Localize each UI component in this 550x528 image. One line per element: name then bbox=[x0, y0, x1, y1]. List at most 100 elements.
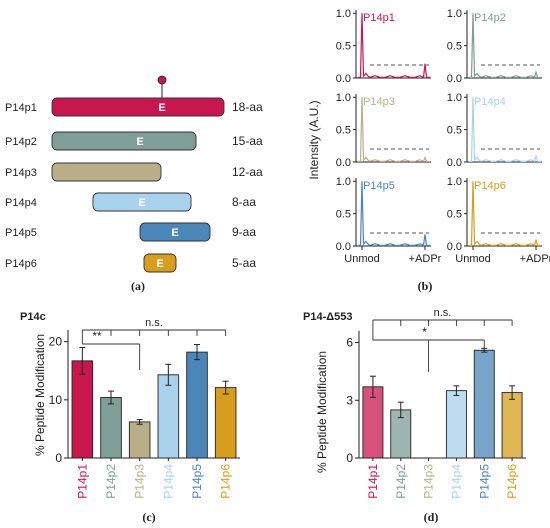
bar-P14p4 bbox=[157, 374, 180, 459]
panel-d-ylabel: % Peptide Modification bbox=[315, 351, 329, 473]
construct-site-label: E bbox=[138, 197, 145, 209]
bar-P14p5 bbox=[473, 349, 495, 459]
category-label-P14p4: P14p4 bbox=[161, 464, 175, 499]
y-tick-label: 6 bbox=[346, 336, 353, 350]
panel-a: P14p1 E 18-aa P14p2 E 15-aa P14p3 12-aa P14p4 E 8-… bbox=[5, 75, 263, 293]
construct-name-P14p4: P14p4 bbox=[5, 197, 37, 209]
trace-P14p2 bbox=[469, 13, 541, 79]
panel-b-ylabel: Intensity (A.U.) bbox=[307, 100, 321, 179]
panel-c-ylabel: % Peptide Modification bbox=[33, 334, 47, 456]
y-tick-label: 0.5 bbox=[447, 209, 462, 221]
y-tick-label: 0.0 bbox=[336, 241, 351, 253]
construct-length-P14p3: 12-aa bbox=[232, 165, 263, 179]
series-label-P14p6: P14p6 bbox=[474, 180, 506, 192]
trace-P14p6 bbox=[469, 181, 541, 247]
construct-name-P14p1: P14p1 bbox=[5, 102, 37, 114]
panel-c-title: P14c bbox=[20, 311, 46, 323]
ns-label: n.s. bbox=[145, 317, 163, 329]
y-tick-label: 0.0 bbox=[447, 241, 462, 253]
bar-P14p3 bbox=[128, 421, 151, 459]
panel-b-label: (b) bbox=[418, 279, 433, 293]
panel-d-title: P14-Δ553 bbox=[303, 311, 353, 323]
y-tick-label: 1.0 bbox=[447, 8, 462, 20]
y-tick-label: 0.5 bbox=[336, 209, 351, 221]
chromatogram-P14p5: 0.0 0.5 1.0 P14p5 bbox=[336, 176, 431, 253]
construct-name-P14p2: P14p2 bbox=[5, 136, 37, 148]
series-label-P14p2: P14p2 bbox=[474, 12, 506, 24]
panel-d-label: (d) bbox=[424, 510, 439, 524]
y-tick-label: 1.0 bbox=[336, 176, 351, 188]
construct-site-label: E bbox=[136, 136, 143, 148]
series-label-P14p5: P14p5 bbox=[363, 180, 395, 192]
category-label-P14p1: P14p1 bbox=[366, 464, 380, 499]
bar-P14p6 bbox=[214, 387, 237, 459]
series-label-P14p1: P14p1 bbox=[363, 12, 395, 24]
panel-a-label: (a) bbox=[131, 279, 145, 293]
y-tick-label: 0.0 bbox=[336, 157, 351, 169]
chromatogram-P14p1: 0.0 0.5 1.0 P14p1 bbox=[336, 8, 431, 85]
construct-bar-P14p5 bbox=[139, 222, 211, 242]
bar-P14p1 bbox=[71, 360, 94, 459]
category-label-P14p2: P14p2 bbox=[394, 464, 408, 499]
panel-b: Intensity (A.U.) 0.0 0.5 1.0 P14p1 0.0 0.5 1.0… bbox=[307, 8, 550, 293]
sig-stars: * bbox=[422, 325, 427, 339]
chromatogram-P14p4: 0.0 0.5 1.0 P14p4 bbox=[447, 92, 542, 169]
construct-bar-P14p6 bbox=[143, 253, 177, 273]
category-label-P14p3: P14p3 bbox=[133, 464, 147, 499]
bar-P14p4 bbox=[445, 390, 467, 459]
panel-c-label: (c) bbox=[142, 510, 155, 524]
construct-name-P14p6: P14p6 bbox=[5, 258, 37, 270]
construct-bar-P14p4 bbox=[92, 192, 192, 212]
construct-bar-P14p3 bbox=[51, 162, 162, 182]
trace-P14p3 bbox=[358, 97, 430, 163]
x-tick-label-unmod: Unmod bbox=[344, 253, 379, 265]
bar-P14p2 bbox=[100, 397, 122, 459]
trace-P14p5 bbox=[358, 181, 430, 247]
construct-length-P14p4: 8-aa bbox=[232, 195, 256, 209]
y-tick-label: 1.0 bbox=[447, 176, 462, 188]
y-tick-label: 1.0 bbox=[336, 92, 351, 104]
construct-length-P14p1: 18-aa bbox=[232, 100, 263, 114]
y-tick-label: 0.5 bbox=[336, 41, 351, 53]
y-tick-label: 0.0 bbox=[447, 73, 462, 85]
series-label-P14p4: P14p4 bbox=[474, 96, 506, 108]
y-tick-label: 1.0 bbox=[447, 92, 462, 104]
category-label-P14p3: P14p3 bbox=[422, 464, 436, 499]
y-tick-label: 0.0 bbox=[447, 157, 462, 169]
category-label-P14p4: P14p4 bbox=[449, 464, 463, 499]
construct-site-label: E bbox=[156, 258, 163, 270]
y-tick-label: 0.5 bbox=[447, 125, 462, 137]
y-tick-label: 0.0 bbox=[336, 73, 351, 85]
chromatogram-P14p3: 0.0 0.5 1.0 P14p3 bbox=[336, 92, 431, 169]
category-label-P14p2: P14p2 bbox=[104, 464, 118, 499]
construct-site-label: E bbox=[171, 227, 178, 239]
x-tick-label-adpr: +ADPr bbox=[520, 253, 550, 265]
modification-site-marker bbox=[157, 75, 167, 85]
bar-P14p5 bbox=[186, 351, 208, 459]
construct-site-label: E bbox=[158, 102, 165, 114]
construct-bar-P14p2 bbox=[51, 131, 197, 151]
x-tick-label-adpr: +ADPr bbox=[409, 253, 442, 265]
category-label-P14p1: P14p1 bbox=[75, 464, 89, 499]
construct-name-P14p5: P14p5 bbox=[5, 227, 37, 239]
construct-bar-P14p1 bbox=[51, 97, 225, 117]
chromatogram-P14p6: 0.0 0.5 1.0 P14p6 bbox=[447, 176, 542, 253]
trace-P14p4 bbox=[469, 97, 541, 163]
y-tick-label: 0 bbox=[55, 451, 62, 465]
construct-name-P14p3: P14p3 bbox=[5, 167, 37, 179]
construct-length-P14p6: 5-aa bbox=[232, 256, 256, 270]
y-tick-label: 0 bbox=[346, 451, 353, 465]
y-tick-label: 0.5 bbox=[447, 41, 462, 53]
y-tick-label: 20 bbox=[49, 335, 63, 349]
series-label-P14p3: P14p3 bbox=[363, 96, 395, 108]
x-tick-label-unmod: Unmod bbox=[455, 253, 490, 265]
construct-length-P14p5: 9-aa bbox=[232, 225, 256, 239]
category-label-P14p5: P14p5 bbox=[190, 464, 204, 499]
y-tick-label: 10 bbox=[49, 393, 63, 407]
y-tick-label: 0.5 bbox=[336, 125, 351, 137]
category-label-P14p5: P14p5 bbox=[477, 464, 491, 499]
trace-P14p1 bbox=[358, 13, 430, 79]
sig-stars: ** bbox=[92, 329, 102, 343]
category-label-P14p6: P14p6 bbox=[505, 464, 519, 499]
